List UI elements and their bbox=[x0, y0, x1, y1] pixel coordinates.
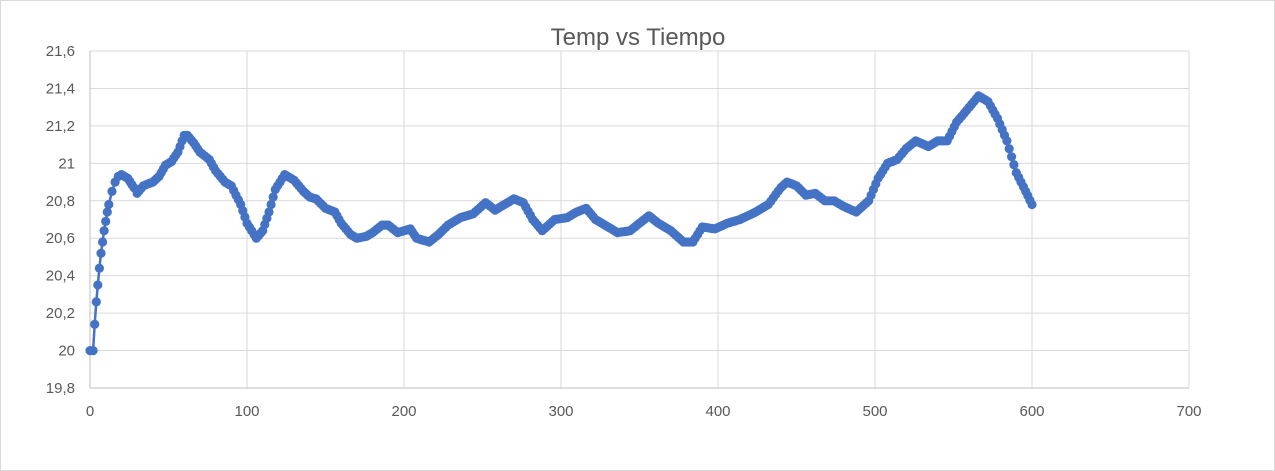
data-point bbox=[1004, 144, 1014, 154]
data-point bbox=[88, 346, 98, 356]
data-point bbox=[264, 207, 274, 217]
data-point bbox=[266, 199, 276, 210]
y-tick-label: 20 bbox=[58, 343, 75, 360]
y-tick-label: 21,2 bbox=[46, 118, 75, 135]
data-point bbox=[102, 207, 112, 217]
data-point bbox=[93, 280, 103, 290]
data-point bbox=[91, 297, 101, 307]
x-tick-label: 700 bbox=[1176, 403, 1201, 420]
data-point bbox=[90, 319, 100, 329]
y-tick-label: 20,2 bbox=[46, 305, 75, 322]
data-point bbox=[1027, 199, 1037, 210]
y-tick-label: 21,4 bbox=[46, 80, 75, 97]
x-tick-label: 0 bbox=[86, 403, 94, 420]
data-point bbox=[1002, 136, 1012, 146]
x-tick-label: 500 bbox=[862, 403, 887, 420]
data-point bbox=[98, 237, 108, 247]
y-tick-label: 20,6 bbox=[46, 230, 75, 247]
y-tick-label: 20,8 bbox=[46, 193, 75, 210]
data-point bbox=[101, 216, 111, 226]
x-tick-label: 400 bbox=[705, 403, 730, 420]
data-point bbox=[107, 186, 117, 196]
data-point bbox=[99, 226, 109, 236]
x-tick-label: 600 bbox=[1019, 403, 1044, 420]
y-tick-label: 21 bbox=[58, 155, 75, 172]
data-point bbox=[104, 199, 114, 210]
data-point bbox=[96, 248, 106, 258]
tick-labels: 19,8 20 20,2 20,4 20,6 20,8 21 21,2 21,4 21,6 0 100… bbox=[46, 43, 1202, 420]
data-point bbox=[94, 263, 104, 273]
data-point bbox=[1007, 152, 1017, 162]
data-point bbox=[1009, 160, 1019, 170]
chart-title: Temp vs Tiempo bbox=[551, 24, 726, 51]
x-tick-label: 300 bbox=[548, 403, 573, 420]
axes bbox=[89, 51, 1189, 389]
y-tick-label: 19,8 bbox=[46, 380, 75, 397]
x-tick-label: 200 bbox=[391, 403, 416, 420]
data-point bbox=[268, 192, 278, 202]
series-temp bbox=[85, 91, 1037, 356]
x-tick-label: 100 bbox=[234, 403, 259, 420]
y-tick-label: 21,6 bbox=[46, 43, 75, 60]
y-tick-label: 20,4 bbox=[46, 268, 75, 285]
